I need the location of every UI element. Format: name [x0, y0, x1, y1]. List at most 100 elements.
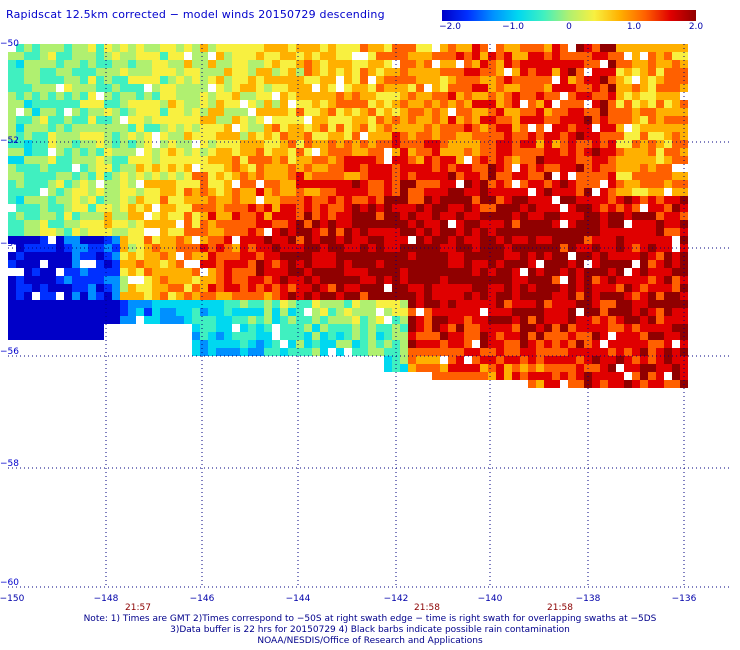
wind-cell [240, 156, 248, 164]
wind-cell [48, 92, 56, 100]
wind-cell [144, 60, 152, 68]
wind-cell [536, 84, 544, 92]
wind-cell [96, 332, 104, 340]
wind-cell [464, 60, 472, 68]
wind-cell [40, 116, 48, 124]
wind-cell [160, 228, 168, 236]
wind-cell [128, 60, 136, 68]
wind-cell [120, 316, 128, 324]
wind-cell [368, 196, 376, 204]
wind-cell [552, 156, 560, 164]
wind-cell [16, 196, 24, 204]
wind-cell [400, 300, 408, 308]
wind-cell [208, 92, 216, 100]
wind-cell [296, 156, 304, 164]
wind-cell [112, 148, 120, 156]
wind-cell [192, 212, 200, 220]
wind-cell [304, 92, 312, 100]
wind-cell [384, 228, 392, 236]
wind-cell [336, 108, 344, 116]
wind-cell [616, 268, 624, 276]
wind-cell [408, 284, 416, 292]
wind-cell [256, 316, 264, 324]
wind-cell [288, 164, 296, 172]
wind-cell [160, 132, 168, 140]
wind-cell [280, 108, 288, 116]
wind-cell [648, 76, 656, 84]
wind-cell [64, 172, 72, 180]
wind-cell [232, 100, 240, 108]
wind-cell [64, 292, 72, 300]
wind-cell [120, 308, 128, 316]
wind-cell [472, 164, 480, 172]
wind-cell [296, 52, 304, 60]
time-label: 21:57 [125, 603, 151, 613]
wind-cell [552, 252, 560, 260]
wind-cell [224, 212, 232, 220]
wind-cell [24, 164, 32, 172]
wind-cell [280, 300, 288, 308]
wind-cell [184, 60, 192, 68]
wind-cell [440, 188, 448, 196]
wind-cell [464, 348, 472, 356]
wind-cell [288, 212, 296, 220]
wind-cell [8, 220, 16, 228]
wind-cell [616, 356, 624, 364]
wind-cell [624, 108, 632, 116]
wind-cell [512, 188, 520, 196]
wind-cell [264, 204, 272, 212]
wind-cell [152, 108, 160, 116]
wind-cell [376, 292, 384, 300]
wind-cell [56, 316, 64, 324]
wind-cell [272, 84, 280, 92]
wind-cell [632, 204, 640, 212]
wind-cell [336, 60, 344, 68]
wind-cell [208, 116, 216, 124]
wind-cell [80, 68, 88, 76]
wind-cell [200, 340, 208, 348]
wind-cell [432, 348, 440, 356]
wind-cell [544, 116, 552, 124]
wind-cell [488, 188, 496, 196]
wind-cell [456, 268, 464, 276]
wind-cell [664, 52, 672, 60]
wind-cell [24, 188, 32, 196]
wind-cell [432, 332, 440, 340]
wind-cell [56, 148, 64, 156]
wind-cell [320, 252, 328, 260]
wind-cell [520, 124, 528, 132]
wind-cell [368, 68, 376, 76]
wind-cell [376, 124, 384, 132]
wind-cell [488, 292, 496, 300]
wind-cell [328, 188, 336, 196]
wind-cell [352, 348, 360, 356]
wind-cell [528, 260, 536, 268]
wind-cell [128, 284, 136, 292]
wind-cell [8, 308, 16, 316]
wind-cell [656, 132, 664, 140]
wind-cell [16, 188, 24, 196]
wind-cell [344, 92, 352, 100]
wind-cell [32, 236, 40, 244]
wind-cell [336, 156, 344, 164]
wind-cell [328, 196, 336, 204]
wind-cell [624, 340, 632, 348]
wind-cell [560, 164, 568, 172]
wind-cell [40, 268, 48, 276]
wind-cell [568, 52, 576, 60]
wind-cell [360, 292, 368, 300]
wind-cell [312, 204, 320, 212]
wind-cell [592, 52, 600, 60]
wind-cell [416, 204, 424, 212]
wind-cell [400, 164, 408, 172]
wind-cell [352, 124, 360, 132]
wind-cell [672, 172, 680, 180]
wind-cell [624, 164, 632, 172]
wind-cell [376, 52, 384, 60]
wind-cell [264, 252, 272, 260]
wind-cell [64, 236, 72, 244]
wind-cell [632, 180, 640, 188]
wind-cell [64, 100, 72, 108]
wind-cell [544, 188, 552, 196]
wind-cell [200, 236, 208, 244]
